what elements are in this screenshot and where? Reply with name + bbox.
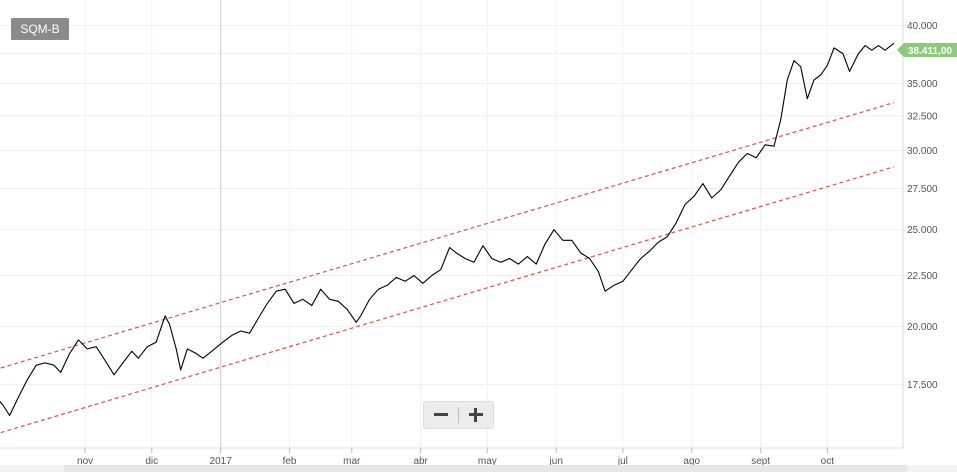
zoom-divider: [458, 407, 459, 423]
zoom-out-button[interactable]: [424, 402, 458, 428]
y-tick-label: 27.500: [907, 184, 938, 195]
last-price-label: 38.411,00: [908, 46, 952, 57]
minus-icon: [434, 413, 448, 416]
zoom-in-button[interactable]: [459, 402, 493, 428]
y-axis: 17.500 20.000 22.500 25.000 27.500 30.000 32.5…: [902, 0, 938, 448]
y-tick-label: 32.500: [907, 111, 938, 122]
x-tick-label: dic: [145, 456, 158, 467]
vertical-gridlines: [84, 0, 828, 448]
x-tick-label: jun: [549, 456, 563, 467]
y-tick-label: 22.500: [907, 271, 938, 282]
y-tick-label: 17.500: [907, 380, 938, 391]
last-price-marker: 38.411,00: [897, 43, 957, 57]
price-series: [0, 42, 895, 417]
x-tick-label: mar: [343, 456, 361, 467]
horizontal-gridlines: [0, 25, 903, 386]
x-tick-label: 2017: [210, 456, 233, 467]
x-tick-label: may: [478, 456, 497, 467]
timeline-scrollbar-thumb[interactable]: [64, 465, 907, 472]
zoom-control: [423, 401, 494, 429]
x-tick-label: jul: [617, 456, 628, 467]
y-tick-label: 40.000: [907, 21, 938, 32]
last-price-badge: [897, 43, 957, 57]
x-tick-label: ago: [683, 456, 700, 467]
x-tick-label: oct: [821, 456, 835, 467]
y-tick-label: 20.000: [907, 322, 938, 333]
channel-line: [0, 102, 895, 369]
channel-lines: [0, 102, 895, 434]
x-tick-label: nov: [77, 456, 93, 467]
y-tick-label: 35.000: [907, 79, 938, 90]
y-tick-label: 25.000: [907, 225, 938, 236]
channel-line: [0, 166, 895, 434]
y-tick-label: 30.000: [907, 146, 938, 157]
ticker-badge[interactable]: SQM-B: [11, 18, 69, 40]
price-line: [0, 42, 895, 417]
plot-background: [0, 0, 903, 448]
x-axis: septnovdic2017febmarabrmayjunjulagosepto…: [0, 447, 903, 467]
x-tick-label: sept: [751, 456, 770, 467]
x-tick-label: feb: [283, 456, 297, 467]
x-tick-label: abr: [413, 456, 428, 467]
